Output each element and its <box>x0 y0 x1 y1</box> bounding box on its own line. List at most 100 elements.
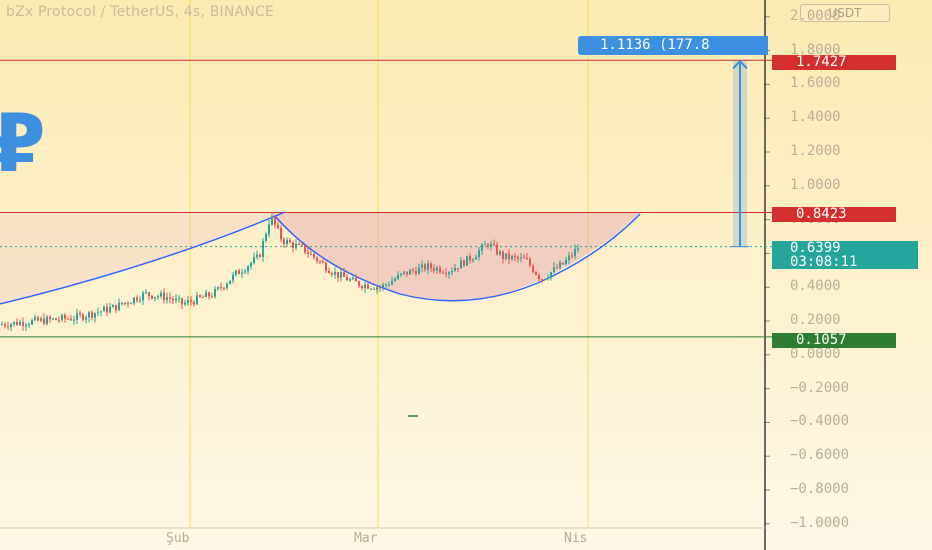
candle-body <box>232 274 234 281</box>
candle-body <box>481 244 483 251</box>
candle-body <box>400 273 402 275</box>
candle-body <box>94 313 96 318</box>
candle-body <box>364 284 366 289</box>
candle-body <box>454 267 456 272</box>
candle-body <box>526 258 528 260</box>
candle-body <box>100 311 102 313</box>
candle-body <box>97 312 99 314</box>
y-tick-label: 1.4000 <box>790 109 841 126</box>
candle-body <box>151 295 153 299</box>
candle-body <box>190 300 192 302</box>
candle-body <box>484 244 486 246</box>
candle-body <box>199 295 201 297</box>
candle-body <box>34 317 36 321</box>
y-tick-label: 0.0000 <box>790 345 841 362</box>
current-price-tag: 0.6399 03:08:11 <box>772 241 918 269</box>
candle-body <box>103 306 105 312</box>
candle-body <box>487 244 489 247</box>
candle-body <box>460 260 462 269</box>
candle-countdown: 03:08:11 <box>790 254 858 270</box>
candle-body <box>274 216 276 225</box>
y-tick-label: 2.0000 <box>790 7 841 24</box>
candle-body <box>1 324 3 326</box>
resistance-price-tag: 0.8423 <box>772 207 896 222</box>
candle-body <box>478 250 480 258</box>
candle-body <box>82 314 84 320</box>
candle-body <box>337 272 339 278</box>
candle-body <box>118 302 120 311</box>
candle-body <box>346 276 348 281</box>
candle-body <box>163 292 165 301</box>
candle-body <box>262 240 264 258</box>
candle-body <box>397 274 399 279</box>
candle-body <box>58 319 60 321</box>
candle-body <box>112 305 114 308</box>
candle-body <box>322 261 324 263</box>
candle-body <box>292 242 294 248</box>
candle-body <box>139 300 141 302</box>
candle-body <box>193 301 195 305</box>
candle-body <box>211 296 213 298</box>
candle-body <box>442 272 444 274</box>
candle-body <box>373 288 375 290</box>
candle-body <box>514 255 516 257</box>
candle-body <box>352 277 354 280</box>
candle-body <box>433 268 435 271</box>
candle-body <box>268 224 270 235</box>
candle-body <box>91 312 93 318</box>
candle-body <box>121 302 123 305</box>
y-tick-label: −0.2000 <box>790 379 850 396</box>
candle-body <box>43 318 45 325</box>
candle-body <box>562 262 564 265</box>
candle-body <box>169 297 171 299</box>
candle-body <box>40 318 42 321</box>
candle-body <box>136 297 138 301</box>
candle-body <box>451 271 453 273</box>
candle-body <box>265 234 267 241</box>
candle-body <box>349 279 351 281</box>
candle-body <box>538 274 540 280</box>
candle-body <box>520 257 522 259</box>
candle-body <box>469 255 471 261</box>
x-tick-label: Şub <box>166 531 190 546</box>
candle-body <box>220 287 222 289</box>
candle-body <box>271 216 273 225</box>
candle-body <box>496 244 498 255</box>
candle-body <box>70 318 72 321</box>
candle-body <box>445 272 447 274</box>
candle-body <box>235 270 237 275</box>
candle-body <box>424 264 426 270</box>
candle-body <box>415 271 417 275</box>
candle-body <box>226 283 228 289</box>
candle-body <box>475 257 477 260</box>
candle-body <box>130 303 132 305</box>
candle-body <box>124 302 126 305</box>
candle-body <box>166 297 168 301</box>
candle-body <box>7 326 9 328</box>
candle-body <box>304 245 306 253</box>
candle-body <box>55 318 57 320</box>
candle-body <box>259 254 261 258</box>
candle-body <box>499 251 501 255</box>
candle-body <box>217 287 219 290</box>
y-tick-label: 1.0000 <box>790 176 841 193</box>
candle-body <box>208 292 210 297</box>
candle-body <box>10 324 12 328</box>
candle-body <box>409 269 411 275</box>
y-tick-label: −1.0000 <box>790 514 850 531</box>
candle-body <box>22 322 24 327</box>
currency-unit-button[interactable]: USDT <box>800 4 890 22</box>
candle-body <box>490 244 492 247</box>
candle-body <box>511 255 513 260</box>
candle-body <box>379 287 381 289</box>
candle-body <box>154 297 156 299</box>
candle-body <box>427 263 429 270</box>
candle-body <box>568 255 570 261</box>
candle-body <box>565 260 567 265</box>
target-price-tag: 1.7427 <box>772 55 896 70</box>
y-tick-label: 1.8000 <box>790 41 841 58</box>
candle-body <box>325 262 327 271</box>
candle-body <box>529 259 531 266</box>
